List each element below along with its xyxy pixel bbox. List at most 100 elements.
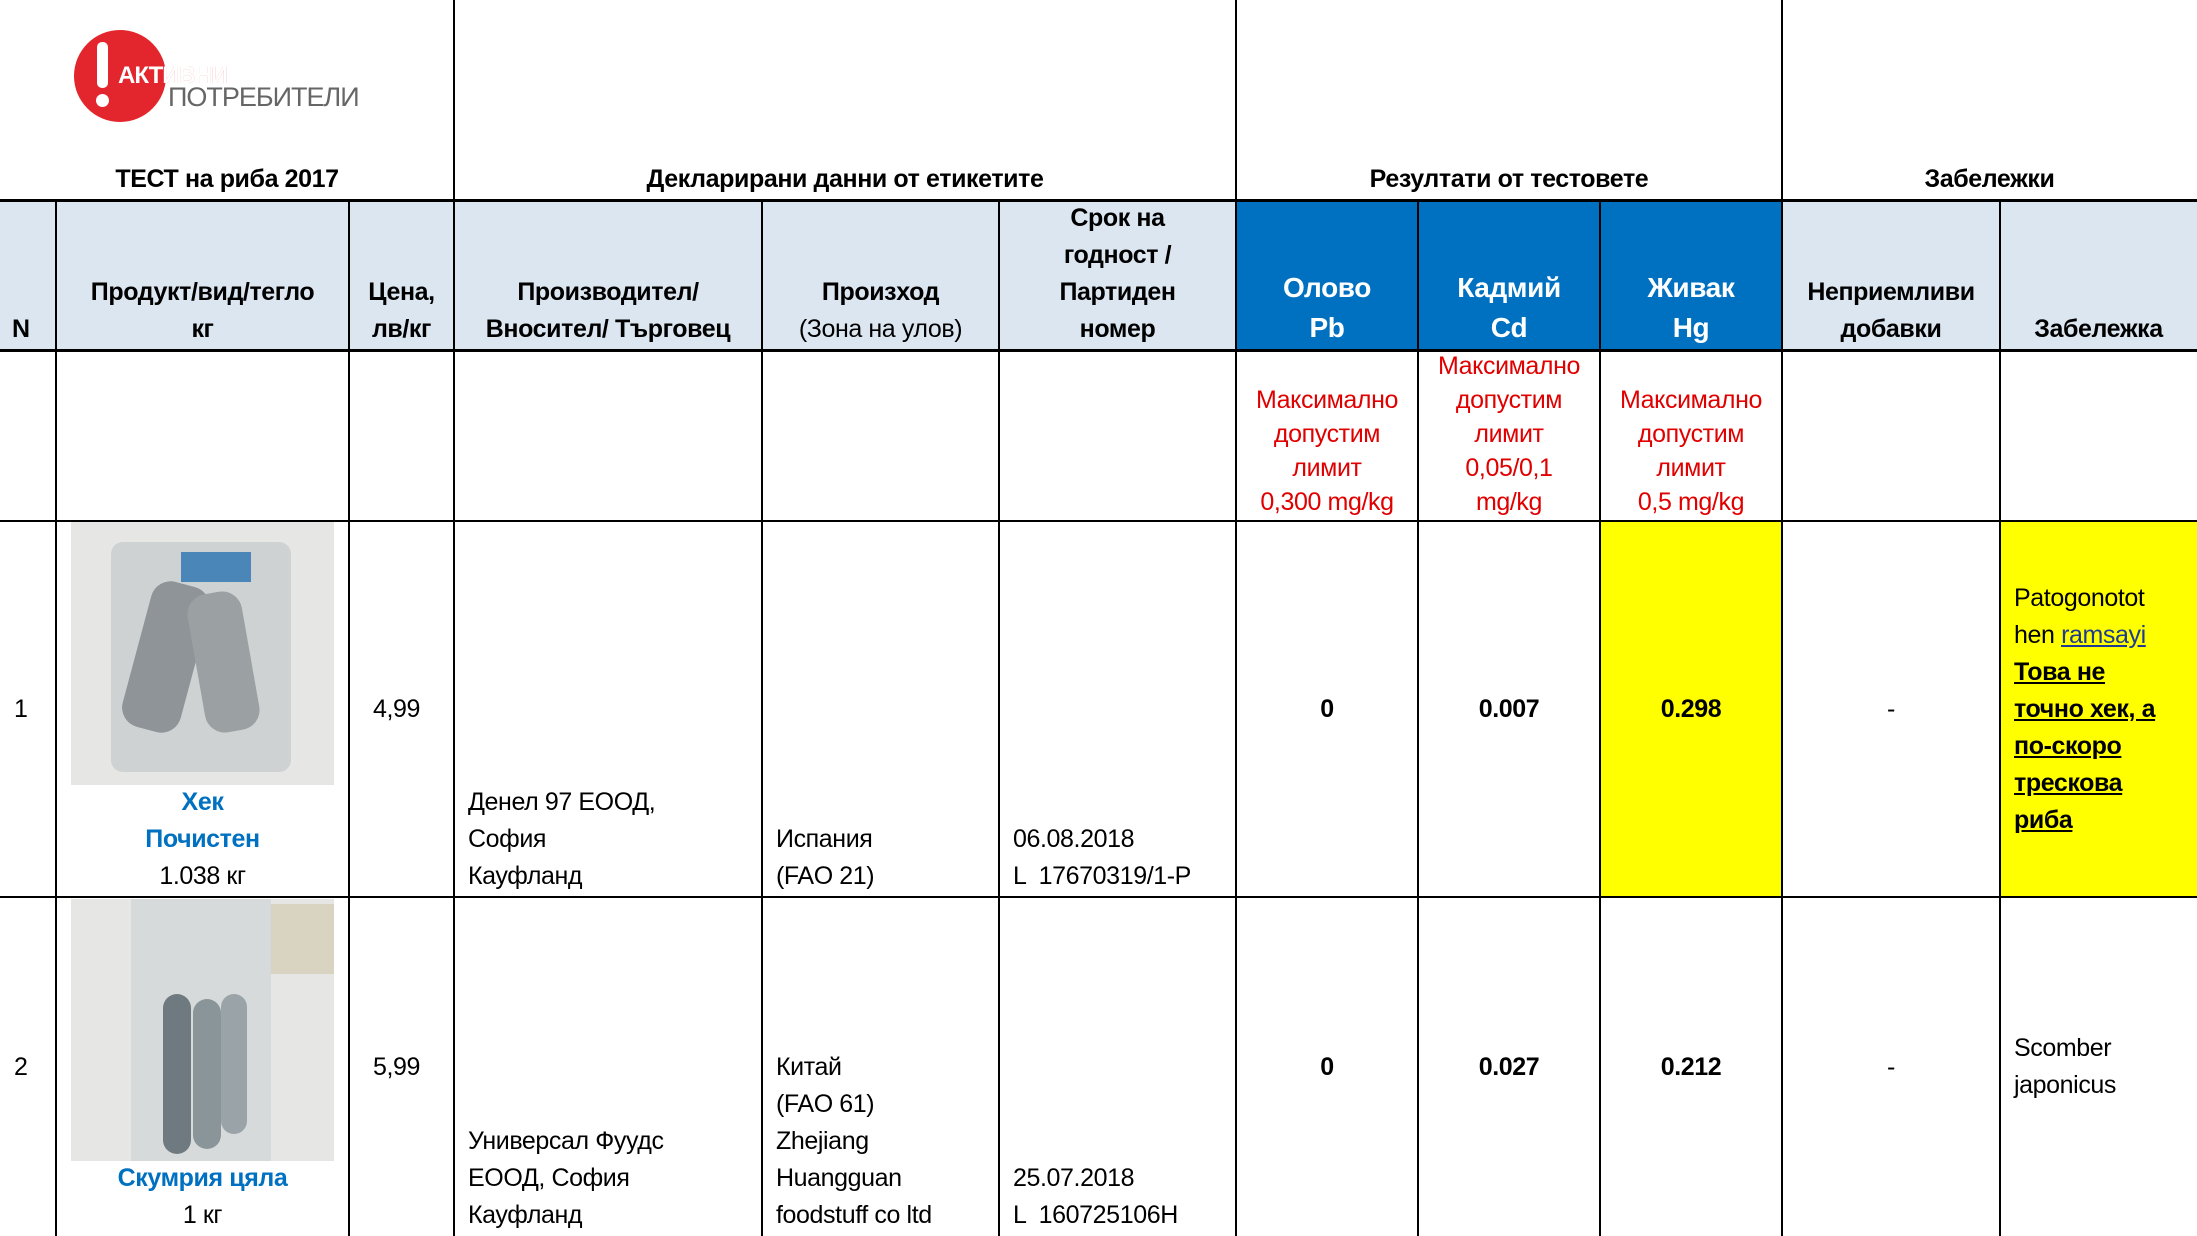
col-price: Цена, лв/кг <box>349 200 454 350</box>
remark-bold-3: по-скоро <box>2014 731 2122 760</box>
col-additives-l1: Неприемливи <box>1807 278 1975 306</box>
section-declared: Декларирани данни от етикетите <box>454 0 1236 200</box>
row-n-value: 1 <box>14 694 28 723</box>
expiry-l1: 06.08.2018 <box>1013 825 1135 853</box>
col-origin-l1: Произход <box>821 278 940 306</box>
row-n: 2 <box>0 898 56 1236</box>
product-name-l2: Почистен <box>145 825 260 853</box>
producer-cell: Денел 97 ЕООД, София Кауфланд <box>454 521 762 897</box>
product-image-hake <box>71 522 334 785</box>
divider <box>0 896 2197 898</box>
hg-value-text: 0.212 <box>1660 1052 1722 1081</box>
col-price-l1: Цена, <box>368 278 435 306</box>
hg-value: 0.212 <box>1600 898 1782 1236</box>
remark-bold-5: риба <box>2014 805 2073 834</box>
row-n-value: 2 <box>14 1052 28 1081</box>
hg-value-text: 0.298 <box>1660 694 1722 723</box>
col-origin: Произход (Зона на улов) <box>762 200 999 350</box>
divider <box>1781 0 1783 1236</box>
expiry-cell: 06.08.2018 L 17670319/1-P <box>999 521 1236 897</box>
remark-l2: japonicus <box>2014 1071 2117 1099</box>
limit-hg-l2: допустим <box>1637 420 1745 448</box>
col-expiry-l4: номер <box>1079 315 1156 343</box>
pb-value-text: 0 <box>1320 694 1334 723</box>
hg-value: 0.298 <box>1600 521 1782 897</box>
col-product-l1: Продукт/вид/тегло <box>90 278 315 306</box>
col-origin-l2: (Зона на улов) <box>798 315 963 343</box>
origin-l2: (FAO 61) <box>776 1090 875 1118</box>
col-expiry: Срок на годност / Партиден номер <box>999 200 1236 350</box>
product-name-l1: Скумрия цяла <box>117 1164 288 1192</box>
remark-bold-2: точно хек, а <box>2014 694 2156 723</box>
col-additives-l2: добавки <box>1840 315 1942 343</box>
producer-cell: Универсал Фуудс ЕООД, София Кауфланд <box>454 898 762 1236</box>
remark-l1: Scomber <box>2014 1034 2112 1062</box>
additives-value-text: - <box>1887 1052 1895 1081</box>
additives-value: - <box>1782 898 2000 1236</box>
logo-text-2: ПОТРЕБИТЕЛИ <box>168 82 360 112</box>
col-hg-l1: Живак <box>1647 272 1735 303</box>
limit-hg-l4: 0,5 mg/kg <box>1637 488 1745 516</box>
logo: АКТИВНИ ПОТРЕБИТЕЛИ <box>72 30 372 130</box>
remark-link[interactable]: ramsayi <box>2061 620 2146 649</box>
price-value: 4,99 <box>373 694 421 723</box>
price-cell: 4,99 <box>349 521 454 897</box>
limit-pb-l2: допустим <box>1273 420 1381 448</box>
cd-value-text: 0.027 <box>1478 1052 1540 1081</box>
divider <box>1599 200 1601 1236</box>
cd-value: 0.027 <box>1418 898 1600 1236</box>
col-producer: Производител/Вносител/ Търговец <box>454 200 762 350</box>
producer-l1: Денел 97 ЕООД, <box>468 788 656 816</box>
divider <box>1417 200 1419 1236</box>
col-expiry-l1: Срок на <box>1070 204 1165 232</box>
price-value: 5,99 <box>373 1052 421 1081</box>
section-declared-label: Декларирани данни от етикетите <box>646 165 1044 193</box>
origin-l5: foodstuff co ltd <box>776 1201 932 1229</box>
col-price-l2: лв/кг <box>371 315 432 343</box>
origin-l1: Испания <box>776 825 873 853</box>
pb-value: 0 <box>1236 521 1418 897</box>
expiry-l2: L 160725106H <box>1013 1201 1178 1229</box>
logo-text-1: АКТИВНИ <box>118 62 228 89</box>
divider <box>1235 0 1237 1236</box>
producer-l2: София <box>468 825 547 853</box>
col-pb-l1: Олово <box>1283 272 1371 303</box>
origin-l1: Китай <box>776 1053 842 1081</box>
expiry-cell: 25.07.2018 L 160725106H <box>999 898 1236 1236</box>
product-weight: 1 кг <box>182 1201 223 1229</box>
product-image-mackerel <box>71 899 334 1161</box>
origin-l4: Huangguan <box>776 1164 902 1192</box>
col-remark: Забележка <box>2000 200 2197 350</box>
divider <box>998 200 1000 1236</box>
remark-text-2: hen ramsayi <box>2014 617 2146 654</box>
limit-pb-l3: лимит <box>1292 454 1362 482</box>
section-notes-label: Забележки <box>1924 165 2055 193</box>
producer-l3: Кауфланд <box>468 1201 583 1229</box>
limit-cd-l1: Максимално <box>1437 352 1581 380</box>
cd-value: 0.007 <box>1418 521 1600 897</box>
divider <box>453 0 455 1236</box>
additives-value: - <box>1782 521 2000 897</box>
additives-value-text: - <box>1887 694 1895 723</box>
col-additives: Неприемливи добавки <box>1782 200 2000 350</box>
remark-text-1: Patogonotot <box>2014 583 2145 612</box>
section-notes: Забележки <box>1782 0 2197 200</box>
cd-value-text: 0.007 <box>1478 694 1540 723</box>
section-results: Резултати от тестовете <box>1236 0 1782 200</box>
product-cell: Хек Почистен 1.038 кг <box>56 785 349 897</box>
origin-l2: (FAO 21) <box>776 862 875 890</box>
origin-cell: Испания (FAO 21) <box>762 521 999 897</box>
divider <box>761 200 763 1236</box>
col-producer-l1: Производител/ <box>517 278 699 306</box>
divider <box>1999 200 2001 1236</box>
limit-cd: Максимално допустим лимит 0,05/0,1 mg/kg <box>1418 350 1600 521</box>
col-cd: Кадмий Cd <box>1418 200 1600 350</box>
divider <box>348 200 350 1236</box>
col-producer-l2: Вносител/ Търговец <box>485 315 731 343</box>
expiry-l1: 25.07.2018 <box>1013 1164 1135 1192</box>
producer-l1: Универсал Фуудс <box>468 1127 664 1155</box>
limit-hg: Максимално допустим лимит 0,5 mg/kg <box>1600 350 1782 521</box>
col-hg: Живак Hg <box>1600 200 1782 350</box>
remark-cell: Patogonotot hen ramsayi Това не точно хе… <box>2000 521 2197 897</box>
price-cell: 5,99 <box>349 898 454 1236</box>
